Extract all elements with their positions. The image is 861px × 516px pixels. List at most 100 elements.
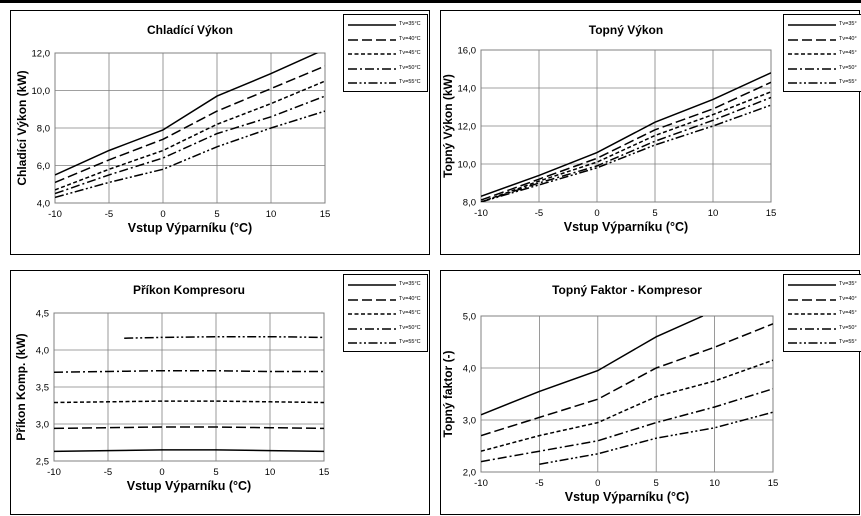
- legend: Tv=35° Tv=40° Tv=45° Tv=50° Tv=55°: [783, 14, 861, 92]
- chart-panel-topny-vykon: 8,0 10,0 12,0 14,0 16,0 -10 -5 0 5 10 15 Topný Výko…: [440, 10, 861, 255]
- x-tick-label: 0: [595, 478, 600, 489]
- chart-prikon-kompresoru: 2,5 3,0 3,5 4,0 4,5 -10 -5 0 5 10 15 Příkon Kompres…: [14, 283, 330, 493]
- legend-entry: Tv=45°C: [344, 47, 427, 61]
- legend-swatch: [788, 327, 836, 330]
- series-line-5: [55, 110, 325, 199]
- legend-label: Tv=55°C: [399, 79, 421, 85]
- x-tick-label: -10: [474, 208, 488, 219]
- y-tick-label: 4,0: [36, 346, 49, 357]
- series-line-3: [481, 359, 773, 452]
- series-line-4: [54, 369, 324, 373]
- legend-swatch: [348, 313, 396, 315]
- x-tick-label: 10: [708, 208, 719, 219]
- legend-entry: Tv=35°C: [344, 278, 427, 292]
- legend-label: Tv=55°: [839, 339, 857, 345]
- chart-title: Topný Faktor - Kompresor: [552, 283, 702, 297]
- legend-swatch: [348, 67, 396, 70]
- y-tick-label: 10,0: [32, 86, 51, 97]
- legend-entry: Tv=40°C: [344, 293, 427, 307]
- legend-swatch: [788, 82, 836, 84]
- legend-label: Tv=40°: [839, 35, 857, 42]
- legend-swatch: [348, 327, 396, 330]
- x-tick-label: -5: [105, 209, 113, 220]
- legend-entry: Tv=45°C: [344, 307, 427, 321]
- y-tick-label: 12,0: [458, 122, 477, 133]
- legend-entry: Tv=45°: [784, 307, 861, 321]
- legend-swatch: [788, 38, 836, 41]
- y-tick-label: 5,0: [463, 312, 476, 323]
- series-line-4: [55, 95, 325, 195]
- legend-swatch: [788, 342, 836, 344]
- legend-label: Tv=40°: [839, 295, 857, 302]
- x-tick-label: 5: [652, 208, 657, 219]
- legend-entry: Tv=55°C: [344, 336, 427, 350]
- legend-entry: Tv=55°: [784, 336, 861, 350]
- chart-topny-faktor: 2,0 3,0 4,0 5,0 -10 -5 0 5 10 15 Topný Faktor - Ko…: [441, 283, 779, 504]
- x-tick-label: 5: [654, 478, 659, 489]
- series-line-1: [55, 53, 319, 176]
- legend-swatch: [348, 38, 396, 41]
- chart-title: Topný Výkon: [589, 23, 663, 37]
- legend-entry: Tv=55°C: [344, 76, 427, 90]
- series-line-3: [481, 91, 771, 202]
- legend: Tv=35°C Tv=40°C Tv=45°C Tv=50°C Tv=55°C: [343, 14, 428, 92]
- y-axis-label: Příkon Komp. (kW): [14, 333, 28, 440]
- series-line-4: [481, 96, 771, 202]
- legend-swatch: [788, 298, 836, 301]
- chart-topny-vykon: 8,0 10,0 12,0 14,0 16,0 -10 -5 0 5 10 15 Topný Výko…: [441, 23, 776, 234]
- chart-panel-prikon-kompresoru: 2,5 3,0 3,5 4,0 4,5 -10 -5 0 5 10 15 Příkon Kompres…: [10, 270, 430, 515]
- legend-entry: Tv=50°C: [344, 62, 427, 76]
- legend-entry: Tv=35°: [784, 18, 861, 32]
- legend: Tv=35°C Tv=40°C Tv=45°C Tv=50°C Tv=55°C: [343, 274, 428, 352]
- legend-label: Tv=45°: [839, 310, 857, 316]
- y-tick-label: 4,0: [463, 364, 476, 375]
- plot-area: [480, 49, 772, 203]
- x-axis-label: Vstup Výparníku (°C): [564, 220, 688, 234]
- chart-panel-topny-faktor: 2,0 3,0 4,0 5,0 -10 -5 0 5 10 15 Topný Faktor - Ko…: [440, 270, 861, 515]
- legend-swatch: [348, 298, 396, 301]
- y-tick-label: 10,0: [458, 160, 477, 171]
- legend-label: Tv=35°: [839, 21, 857, 27]
- x-tick-label: 10: [709, 478, 720, 489]
- series-line-3: [54, 400, 324, 404]
- x-tick-label: 15: [319, 467, 330, 478]
- legend-swatch: [348, 342, 396, 344]
- y-tick-label: 2,5: [36, 457, 49, 468]
- y-tick-label: 3,5: [36, 383, 49, 394]
- legend-label: Tv=55°: [839, 79, 857, 85]
- series-line-1: [54, 449, 324, 453]
- legend-label: Tv=35°: [839, 281, 857, 287]
- x-tick-label: 15: [768, 478, 779, 489]
- legend-swatch: [788, 313, 836, 315]
- legend-entry: Tv=55°: [784, 76, 861, 90]
- x-tick-label: -10: [47, 467, 61, 478]
- chart-title: Chladící Výkon: [147, 23, 233, 37]
- plot-area: [480, 315, 774, 473]
- legend-swatch: [348, 82, 396, 84]
- y-tick-label: 2,0: [463, 468, 476, 479]
- legend: Tv=35° Tv=40° Tv=45° Tv=50° Tv=55°: [783, 274, 861, 352]
- legend-label: Tv=35°C: [399, 21, 421, 27]
- legend-label: Tv=35°C: [399, 281, 421, 287]
- legend-label: Tv=50°C: [399, 324, 421, 331]
- x-tick-label: 0: [594, 208, 599, 219]
- y-tick-label: 3,0: [36, 420, 49, 431]
- x-tick-label: 0: [160, 209, 165, 220]
- legend-swatch: [788, 24, 836, 26]
- x-tick-label: -5: [535, 208, 543, 219]
- y-axis-label: Chladící Výkon (kW): [15, 70, 29, 185]
- x-tick-label: 10: [266, 209, 277, 220]
- legend-label: Tv=45°C: [399, 50, 421, 56]
- y-axis-label: Topný faktor (-): [441, 350, 455, 437]
- x-tick-label: 5: [213, 467, 218, 478]
- y-tick-label: 8,0: [463, 198, 476, 209]
- series-line-1: [481, 72, 771, 198]
- legend-entry: Tv=50°: [784, 62, 861, 76]
- x-tick-label: 0: [159, 467, 164, 478]
- top-rule-mark: [0, 0, 210, 3]
- series-line-3: [55, 80, 325, 191]
- legend-swatch: [788, 53, 836, 55]
- x-tick-label: -10: [474, 478, 488, 489]
- plot-area: [54, 52, 326, 204]
- legend-swatch: [788, 67, 836, 70]
